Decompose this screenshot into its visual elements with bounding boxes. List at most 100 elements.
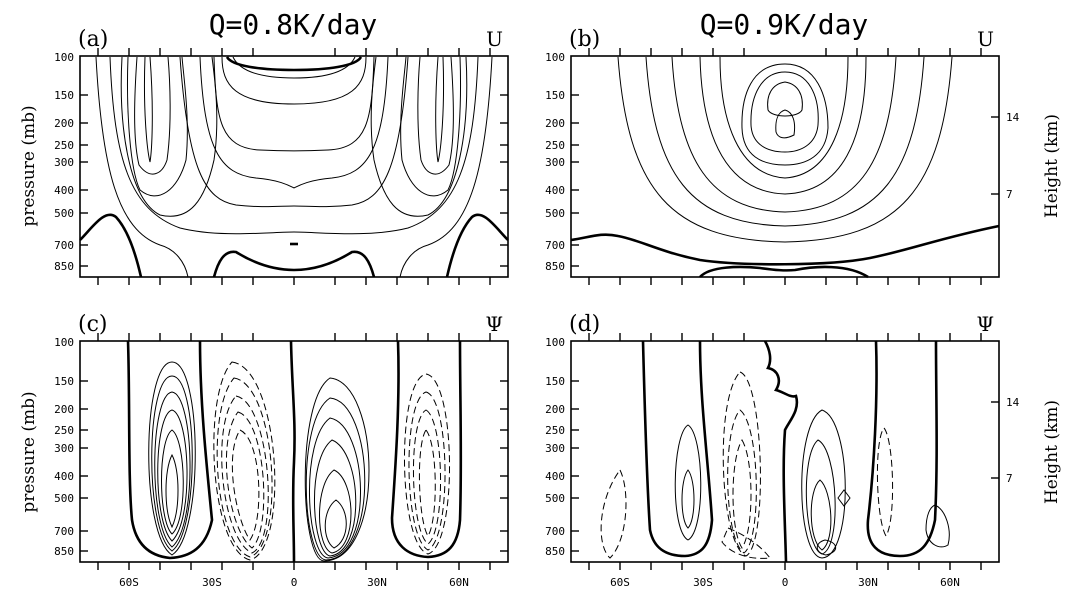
tick-label: 60N — [449, 576, 469, 589]
tick-label: 500 — [545, 492, 565, 505]
tick-label: 7 — [1006, 472, 1013, 485]
psi-zero-line — [641, 340, 714, 558]
tick-label: 100 — [54, 336, 74, 349]
tick-label: 60S — [119, 576, 139, 589]
panel-d-right-label: Height (km) — [1042, 400, 1062, 504]
u-zero-line — [225, 56, 363, 72]
psi-contour — [837, 489, 851, 507]
u-contour — [127, 56, 188, 197]
tick-label: 300 — [545, 156, 565, 169]
psi-negative-contour — [721, 527, 771, 559]
psi-contour — [324, 499, 347, 549]
psi-contour — [810, 479, 832, 551]
panel-a-left-tick-labels: 100 150 200 250 300 400 500 700 850 — [54, 51, 74, 273]
panel-b-ticks — [571, 48, 999, 285]
psi-contour — [151, 375, 193, 552]
panel-d: (d) Ψ Height (km) — [545, 312, 1062, 589]
tick-label: 300 — [54, 156, 74, 169]
psi-contour — [304, 377, 370, 562]
panel-b-frame — [570, 55, 1000, 278]
psi-contour — [165, 453, 179, 529]
panel-b-right-label: Height (km) — [1042, 114, 1062, 218]
tick-label: 400 — [54, 184, 74, 197]
tick-label: 14 — [1006, 396, 1020, 409]
tick-label: 300 — [54, 442, 74, 455]
tick-label: 250 — [54, 424, 74, 437]
psi-zero-line — [289, 340, 296, 563]
tick-label: 400 — [54, 470, 74, 483]
psi-negative-contour — [216, 377, 273, 558]
tick-label: 850 — [54, 260, 74, 273]
u-zero-line — [699, 265, 869, 279]
u-zero-line — [570, 224, 1000, 266]
tick-label: 14 — [1006, 111, 1020, 124]
panel-b-label: (b) — [569, 27, 600, 52]
psi-negative-contour — [412, 409, 442, 545]
panel-a: (a) Q=0.8K/day U pressure (mb) — [19, 8, 509, 285]
u-contour — [645, 56, 925, 227]
panel-d-label: (d) — [569, 312, 600, 337]
psi-contour — [148, 361, 196, 556]
psi-contour — [801, 409, 846, 559]
tick-label: 700 — [545, 239, 565, 252]
u-contour — [143, 56, 153, 163]
tick-label: 60N — [940, 576, 960, 589]
psi-contour — [309, 417, 361, 559]
panel-d-ticks — [571, 333, 999, 570]
psi-negative-contour — [213, 361, 276, 561]
panel-d-right-tick-labels: 14 7 — [1006, 396, 1020, 485]
tick-label: 700 — [54, 525, 74, 538]
tick-label: 300 — [545, 442, 565, 455]
tick-label: 200 — [54, 117, 74, 130]
tick-label: 850 — [54, 545, 74, 558]
tick-label: 150 — [54, 375, 74, 388]
u-contour — [370, 56, 468, 217]
u-contour — [767, 81, 803, 117]
panel-a-title: Q=0.8K/day — [209, 8, 378, 41]
tick-label: 7 — [1006, 188, 1013, 201]
panel-c: (c) Ψ pressure (mb) — [19, 312, 509, 589]
u-contour — [399, 56, 493, 278]
tick-label: 850 — [545, 545, 565, 558]
u-zero-line — [445, 213, 509, 278]
u-contour — [120, 56, 218, 217]
u-contour — [95, 56, 189, 278]
u-zero-line — [79, 213, 143, 278]
tick-label: 30N — [367, 576, 387, 589]
tick-label: 100 — [545, 336, 565, 349]
tick-label: 100 — [545, 51, 565, 64]
panel-b: (b) Q=0.9K/day U Height (km) — [545, 8, 1062, 285]
psi-negative-contour — [231, 429, 260, 541]
u-contour — [435, 56, 445, 163]
u-contour — [232, 56, 356, 79]
tick-label: 150 — [545, 375, 565, 388]
psi-contour — [157, 409, 188, 542]
panel-c-left-tick-labels: 100 150 200 250 300 400 500 700 850 — [54, 336, 74, 558]
panel-c-variable-label: Ψ — [485, 312, 503, 336]
psi-negative-contour — [600, 469, 627, 559]
u-contour — [199, 56, 389, 189]
u-contour — [134, 56, 171, 175]
panel-c-contours — [126, 340, 463, 563]
tick-label: 30S — [202, 576, 222, 589]
tick-label: 0 — [291, 576, 298, 589]
psi-negative-contour — [722, 371, 761, 557]
psi-contour — [154, 391, 191, 548]
psi-negative-contour — [221, 395, 269, 554]
psi-contour — [816, 539, 837, 556]
panel-c-ylabel: pressure (mb) — [19, 391, 39, 512]
panel-a-label: (a) — [78, 27, 108, 52]
panel-a-contours — [79, 56, 509, 278]
panel-c-label: (c) — [78, 312, 108, 337]
u-contour — [400, 56, 461, 197]
panel-b-right-tick-labels: 14 7 — [1006, 111, 1020, 201]
psi-negative-contour — [418, 429, 436, 537]
psi-contour — [681, 469, 695, 529]
tick-label: 100 — [54, 51, 74, 64]
psi-contour — [161, 429, 184, 535]
u-contour — [221, 56, 367, 105]
psi-contour — [314, 439, 357, 557]
tick-label: 30N — [858, 576, 878, 589]
u-contour — [417, 56, 454, 175]
